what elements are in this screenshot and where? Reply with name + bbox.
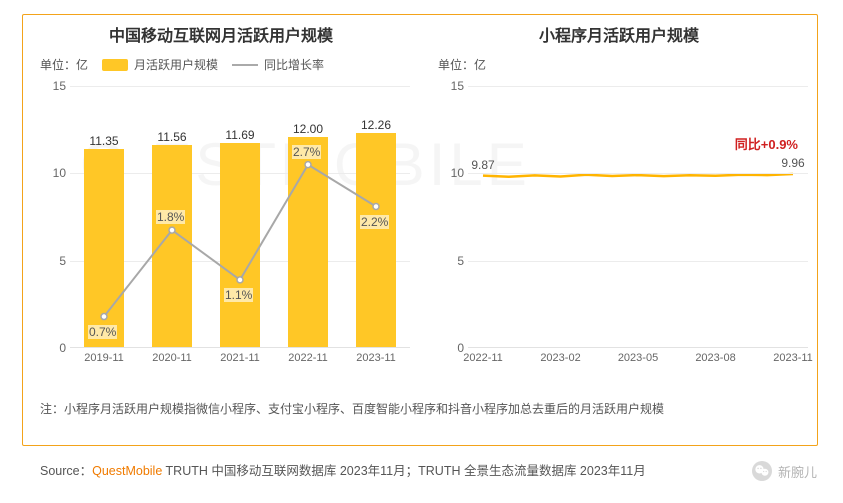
- wechat-icon: [752, 461, 772, 481]
- x-axis-label: 2023-11: [346, 352, 406, 364]
- source-rest: TRUTH 中国移动互联网数据库 2023年11月；TRUTH 全景生态流量数据…: [162, 464, 645, 478]
- legend-bar-label: 月活跃用户规模: [134, 56, 218, 73]
- source-prefix: Source：: [40, 464, 92, 478]
- y-axis-label: 15: [22, 79, 66, 93]
- legend-line-swatch: [232, 64, 258, 66]
- right-plot-area: 9.87 9.96 同比+0.9%: [468, 86, 808, 348]
- x-axis-label: 2020-11: [142, 352, 202, 364]
- x-axis-label: 2022-11: [453, 352, 513, 364]
- y-axis-label: 5: [22, 254, 66, 268]
- x-axis-label: 2023-02: [531, 352, 591, 364]
- x-axis-label: 2023-08: [686, 352, 746, 364]
- left-chart-title: 中国移动互联网月活跃用户规模: [22, 22, 420, 46]
- legend-bar-swatch: [102, 59, 128, 71]
- right-chart-title: 小程序月活跃用户规模: [420, 22, 818, 46]
- legend-line-label: 同比增长率: [264, 56, 324, 73]
- left-chart: 11.350.7%11.561.8%11.691.1%12.002.7%12.2…: [22, 76, 420, 386]
- x-axis-label: 2019-11: [74, 352, 134, 364]
- x-axis-label: 2023-11: [763, 352, 823, 364]
- yoy-label: 同比+0.9%: [735, 134, 798, 153]
- titles-row: 中国移动互联网月活跃用户规模 小程序月活跃用户规模: [22, 22, 818, 46]
- right-chart: 9.879.96同比+0.9% 0510152022-112023-022023…: [420, 76, 818, 386]
- right-line-svg: [468, 86, 808, 348]
- x-axis-label: 2021-11: [210, 352, 270, 364]
- source-line: Source：QuestMobile TRUTH 中国移动互联网数据库 2023…: [40, 460, 646, 479]
- left-plot-area: 11.350.7%11.561.8%11.691.1%12.002.7%12.2…: [70, 86, 410, 348]
- unit-row: 单位：亿 月活跃用户规模 同比增长率 单位：亿: [22, 56, 818, 73]
- source-brand: QuestMobile: [92, 464, 162, 478]
- y-axis-label: 10: [22, 166, 66, 180]
- x-axis-label: 2023-05: [608, 352, 668, 364]
- y-axis-label: 10: [420, 166, 464, 180]
- wechat-badge-text: 新腕儿: [778, 462, 817, 481]
- y-axis-label: 0: [22, 341, 66, 355]
- left-line-svg: [70, 86, 410, 348]
- x-axis-label: 2022-11: [278, 352, 338, 364]
- grid-line: [468, 86, 808, 87]
- left-unit-label: 单位：亿: [40, 56, 88, 73]
- wechat-badge: 新腕儿: [752, 461, 817, 481]
- grid-line: [468, 261, 808, 262]
- y-axis-label: 15: [420, 79, 464, 93]
- last-point-label: 9.96: [781, 156, 804, 170]
- right-unit-label: 单位：亿: [438, 58, 486, 72]
- left-legend: 单位：亿 月活跃用户规模 同比增长率: [40, 56, 324, 73]
- y-axis-label: 5: [420, 254, 464, 268]
- footnote: 注：小程序月活跃用户规模指微信小程序、支付宝小程序、百度智能小程序和抖音小程序加…: [40, 400, 664, 417]
- grid-line: [468, 173, 808, 174]
- first-point-label: 9.87: [471, 158, 494, 172]
